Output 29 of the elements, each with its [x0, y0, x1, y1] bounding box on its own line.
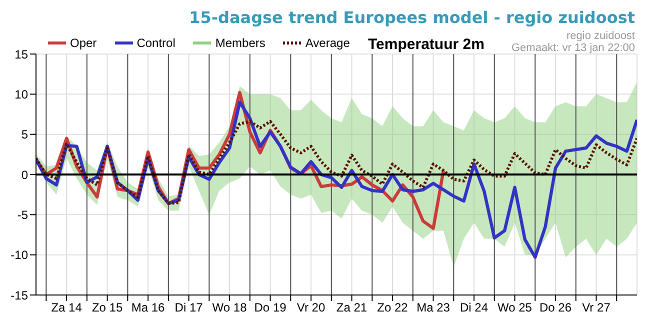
legend-label: Control: [136, 36, 176, 50]
y-tick-label: 10: [14, 87, 28, 102]
legend-label: Average: [305, 36, 350, 50]
text: regio zuidoost: [566, 30, 635, 42]
x-tick-label: Vr 27: [582, 300, 611, 315]
chart-title: 15-daagse trend Europees model - regio zuidoost: [189, 8, 635, 27]
x-tick-label: Wo 25: [498, 300, 532, 315]
x-tick-label: Za 14: [51, 300, 82, 315]
y-tick-label: -10: [10, 248, 28, 262]
annotation: Gemaakt: vr 13 jan 22:00: [511, 42, 635, 54]
y-tick-label: -5: [17, 208, 28, 222]
x-tick-label: Wo 18: [212, 300, 248, 315]
x-tick-label: Zo 15: [92, 300, 123, 315]
x-tick-label: Vr 20: [296, 300, 326, 315]
legend-label: Members: [215, 36, 266, 50]
chart-subtitle: Temperatuur 2m: [368, 36, 484, 53]
x-tick-label: Zo 22: [377, 300, 408, 315]
x-tick-label: Di 17: [174, 300, 204, 315]
x-tick-label: Do 26: [539, 300, 572, 315]
y-tick-label: 0: [21, 168, 28, 182]
y-tick-label: 5: [21, 128, 28, 142]
legend-label: Oper: [70, 36, 97, 50]
x-tick-label: Ma 16: [131, 300, 166, 315]
y-tick-label: 15: [14, 47, 28, 62]
x-tick-label: Za 21: [336, 300, 368, 315]
x-tick-label: Ma 23: [416, 300, 450, 315]
x-tick-label: Di 24: [460, 300, 488, 315]
x-tick-label: Do 19: [254, 300, 287, 315]
y-tick-label: -15: [10, 288, 28, 302]
